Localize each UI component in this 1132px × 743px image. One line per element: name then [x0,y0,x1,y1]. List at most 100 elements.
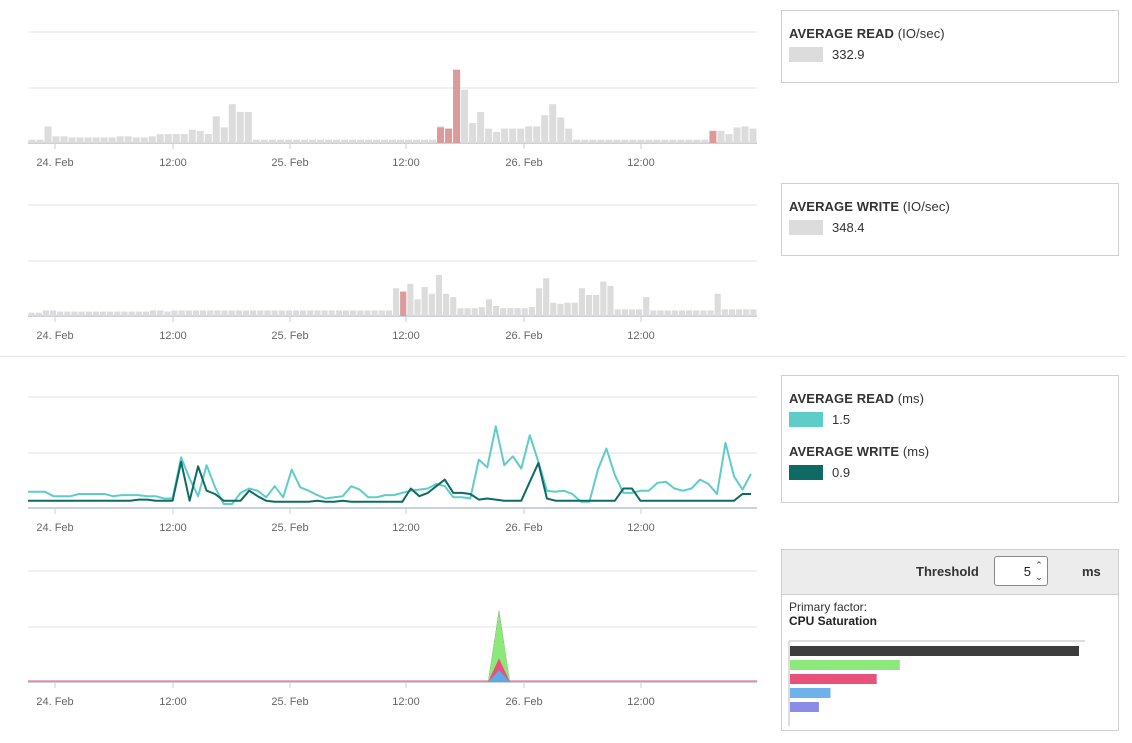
read-iops-bar [388,139,397,143]
read-iops-bar [525,126,533,143]
threshold-tick-label: 12:00 [392,696,420,708]
read-iops-bar [733,127,741,143]
write-iops-bar [292,310,300,316]
write-iops-bar [171,310,178,316]
read-iops-bar-highlight [709,130,717,143]
write-iops-bar [443,293,450,316]
write-iops-bar [99,311,107,316]
read-iops-bar [292,139,300,143]
write-iops-bar [521,308,528,316]
read-iops-bar [132,137,140,143]
read-iops-tick-label: 25. Feb [271,157,308,169]
write-iops-bar [714,293,721,316]
primary-factor-bar [790,702,819,712]
write-iops-tick-label: 26. Feb [505,330,542,342]
read-iops-bar [469,123,477,143]
threshold-label: Threshold [916,564,979,579]
read-iops-bar [36,139,44,143]
read-iops-bar [629,139,637,143]
read-iops-bar [220,127,228,143]
latency-series-write [28,460,751,503]
threshold-area-series [488,670,510,682]
write-iops-bar [78,311,85,316]
read-iops-bar [685,139,693,143]
write-iops-bar [85,311,92,316]
write-iops-bar [721,309,728,316]
write-iops-bar [164,311,171,316]
read-ms-row: 1.5 [789,412,1111,427]
read-iops-bar [124,136,132,143]
threshold-input[interactable]: 5 ⌃ ⌄ [994,556,1048,586]
read-iops-bar [429,139,437,143]
read-iops-bar [645,139,653,143]
write-iops-bar [92,311,99,316]
threshold-svg: 24. Feb 12:00 25. Feb 12:00 26. Feb 12:00 [28,570,757,708]
write-iops-bar [135,311,142,316]
write-iops-bar [435,274,443,316]
write-iops-bar [200,310,207,316]
read-iops-bar [148,136,156,143]
read-iops-bar [364,139,372,143]
threshold-tick-label: 12:00 [159,696,187,708]
write-iops-tick-label: 12:00 [159,330,187,342]
threshold-tick-label: 25. Feb [271,696,308,708]
write-iops-tick-label: 12:00 [627,330,655,342]
read-iops-bar [116,136,124,143]
write-iops-bar [593,294,600,316]
read-iops-bar [156,134,164,143]
read-iops-bar [316,139,324,143]
write-iops-bar [335,310,342,316]
write-iops-bar [485,299,493,316]
write-iops-bar [35,312,42,316]
threshold-chart[interactable]: 24. Feb 12:00 25. Feb 12:00 26. Feb 12:00 [0,549,770,714]
read-iops-unit: (IO/sec) [897,26,945,41]
read-iops-bar [517,128,525,143]
write-iops-bar [600,281,607,316]
latency-tick-label: 26. Feb [505,522,542,534]
read-iops-bar [172,134,180,143]
read-iops-bar [493,131,501,143]
read-ms-legend: AVERAGE READ (ms) 1.5 [782,391,1118,427]
write-iops-bar [300,310,307,316]
write-iops-bar [264,310,271,316]
write-iops-bar [571,302,578,316]
read-iops-bar [509,128,517,143]
threshold-panel: Threshold 5 ⌃ ⌄ ms Primary factor: CPU Sa… [781,549,1119,731]
write-iops-bar [285,310,292,316]
read-iops-tick-label: 12:00 [159,157,187,169]
read-iops-bar [188,129,196,143]
write-iops-bar [693,310,700,316]
read-iops-bar [541,115,549,143]
write-iops-bar [214,310,221,316]
write-iops-unit: (IO/sec) [902,199,950,214]
write-iops-bar [221,310,228,316]
write-iops-bar-highlight [400,291,407,316]
read-iops-legend: AVERAGE READ (IO/sec) 332.9 [782,26,1118,62]
write-ms-title: AVERAGE WRITE (ms) [789,444,1111,459]
write-iops-bar [564,302,571,316]
primary-factor-bar [790,660,900,670]
write-iops-bar [543,278,550,316]
read-iops-bar [252,139,260,143]
write-iops-bar [664,310,671,316]
read-iops-bar [597,139,605,143]
threshold-header: Threshold 5 ⌃ ⌄ ms [782,550,1118,595]
write-iops-bar [378,310,385,316]
write-iops-title-text: AVERAGE WRITE [789,199,900,214]
write-iops-bar [514,308,521,316]
write-iops-chart[interactable]: 24. Feb 12:00 25. Feb 12:00 26. Feb 12:00 [0,183,770,355]
latency-chart[interactable]: 24. Feb 12:00 25. Feb 12:00 26. Feb 12:00 [0,375,770,540]
write-iops-bar [450,297,457,316]
latency-series-read [28,425,752,505]
write-iops-bar [121,311,128,316]
threshold-spinner-icon[interactable]: ⌃ ⌄ [1035,560,1043,582]
write-iops-bar [743,309,750,316]
read-iops-bar [549,104,557,143]
read-iops-bar [52,136,60,143]
read-iops-chart[interactable]: 24. Feb 12:00 25. Feb 12:00 26. Feb 12:00 [0,10,770,182]
read-iops-bar [348,139,356,143]
primary-factor-bar [790,688,831,698]
write-iops-tick-label: 25. Feb [271,330,308,342]
read-iops-bar [693,139,701,143]
read-iops-bar [204,134,212,143]
